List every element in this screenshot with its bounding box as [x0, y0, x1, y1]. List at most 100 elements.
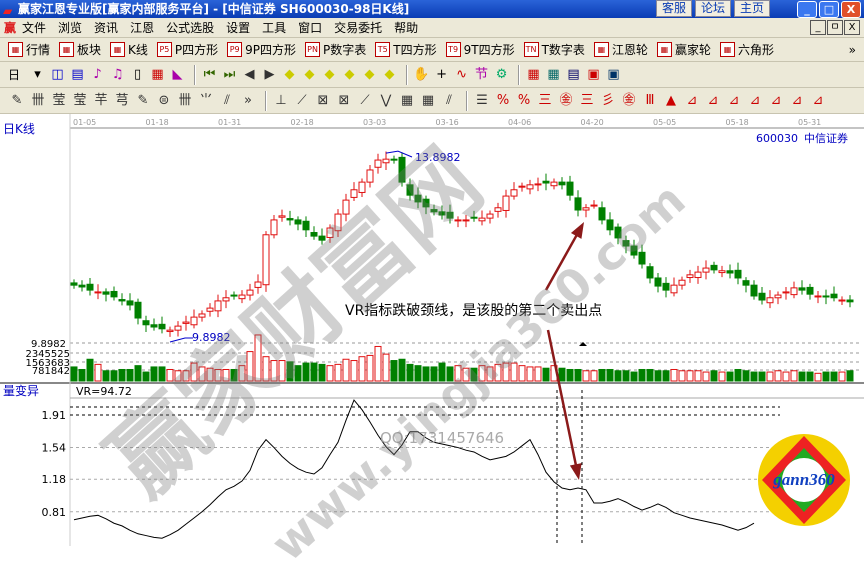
- tool-icon[interactable]: ◆: [284, 67, 295, 82]
- service-button[interactable]: 客服: [656, 0, 692, 17]
- tool-icon[interactable]: ◆: [384, 67, 395, 82]
- toolbar-item-8[interactable]: TN T数字表: [523, 41, 585, 58]
- draw-tool-icon[interactable]: ✎: [11, 93, 23, 108]
- tool-icon[interactable]: ♪: [93, 67, 102, 82]
- toolbar-item-7[interactable]: T9 9T四方形: [445, 41, 515, 58]
- draw-tool-icon[interactable]: ☰: [476, 93, 488, 108]
- tool-icon[interactable]: +: [436, 67, 447, 82]
- chart-area[interactable]: 日K线 01-05 01-18 01-31 02-18 03-03 03-16 04-06 04…: [0, 114, 864, 546]
- draw-tool-icon[interactable]: ⊿: [749, 93, 761, 108]
- toolbar-item-9[interactable]: ▦ 江恩轮: [593, 41, 648, 58]
- menu-gann[interactable]: 江恩: [130, 21, 155, 35]
- draw-tool-icon[interactable]: 卌: [31, 93, 45, 108]
- tool-icon[interactable]: ⏭: [223, 67, 236, 82]
- draw-tool-icon[interactable]: 芎: [115, 93, 129, 108]
- minimize-button[interactable]: _: [797, 1, 817, 18]
- draw-tool-icon[interactable]: ▦: [421, 93, 435, 108]
- toolbar-item-0[interactable]: ▦ 行情: [8, 41, 50, 58]
- tool-icon[interactable]: ▦: [151, 67, 164, 82]
- draw-tool-icon[interactable]: ⋁: [380, 93, 392, 108]
- period-select[interactable]: 日: [8, 68, 21, 82]
- mdi-minimize-button[interactable]: _: [810, 20, 826, 35]
- mdi-restore-button[interactable]: ㅁ: [827, 20, 843, 35]
- tool-icon[interactable]: ▣: [607, 67, 620, 82]
- tool-icon[interactable]: ◫: [51, 67, 64, 82]
- draw-tool-icon[interactable]: ㊎: [622, 93, 636, 108]
- tool-icon[interactable]: ▶: [264, 67, 275, 82]
- draw-tool-icon[interactable]: ⊜: [158, 93, 170, 108]
- draw-tool-icon[interactable]: ⊿: [728, 93, 740, 108]
- draw-tool-icon[interactable]: 彡: [601, 93, 615, 108]
- tool-icon[interactable]: ◣: [172, 67, 183, 82]
- draw-tool-icon[interactable]: ⫽: [446, 93, 452, 108]
- menu-settings[interactable]: 设置: [226, 21, 251, 35]
- menu-help[interactable]: 帮助: [394, 21, 419, 35]
- tool-icon[interactable]: ⏮: [203, 67, 216, 82]
- draw-tool-icon[interactable]: 卌: [178, 93, 192, 108]
- toolbar-item-5[interactable]: PN P数字表: [305, 41, 366, 58]
- tool-icon[interactable]: ◀: [244, 67, 255, 82]
- tool-icon[interactable]: ◆: [344, 67, 355, 82]
- mdi-close-button[interactable]: X: [844, 20, 860, 35]
- forum-button[interactable]: 论坛: [695, 0, 731, 17]
- draw-tool-icon[interactable]: ㊎: [559, 93, 573, 108]
- draw-tool-icon[interactable]: »: [244, 93, 252, 108]
- tool-icon[interactable]: ▤: [567, 67, 580, 82]
- draw-tool-icon[interactable]: ⊿: [791, 93, 803, 108]
- draw-tool-icon[interactable]: ⊥: [275, 93, 287, 108]
- toolbar-item-10[interactable]: ▦ 赢家轮: [656, 41, 711, 58]
- toolbar-item-6[interactable]: T5 T四方形: [375, 41, 437, 58]
- draw-tool-icon[interactable]: ⟋: [360, 93, 370, 108]
- tool-icon[interactable]: ▯: [133, 67, 142, 82]
- toolbar-item-2[interactable]: ▦ K线: [110, 41, 148, 58]
- draw-tool-icon[interactable]: ▲: [666, 93, 676, 108]
- draw-tool-icon[interactable]: %: [517, 93, 531, 108]
- menu-file[interactable]: 文件: [22, 21, 47, 35]
- menu-formula[interactable]: 公式选股: [166, 21, 215, 35]
- close-button[interactable]: X: [841, 1, 861, 18]
- tool-icon[interactable]: ⚙: [495, 67, 508, 82]
- toolbar-item-11[interactable]: ▦ 六角形: [719, 41, 774, 58]
- tool-icon[interactable]: 节: [475, 67, 489, 82]
- draw-tool-icon[interactable]: ⊿: [812, 93, 824, 108]
- draw-tool-icon[interactable]: ⟋: [297, 93, 307, 108]
- tool-icon[interactable]: ◆: [324, 67, 335, 82]
- menu-window[interactable]: 窗口: [298, 21, 323, 35]
- tool-icon[interactable]: ▤: [71, 67, 84, 82]
- tool-icon[interactable]: ▣: [587, 67, 600, 82]
- draw-tool-icon[interactable]: ✎: [137, 93, 149, 108]
- draw-tool-icon[interactable]: ⊠: [338, 93, 350, 108]
- draw-tool-icon[interactable]: ⊿: [686, 93, 698, 108]
- maximize-button[interactable]: □: [819, 1, 839, 18]
- tool-icon[interactable]: ♫: [111, 67, 124, 82]
- draw-tool-icon[interactable]: ⊿: [770, 93, 782, 108]
- draw-tool-icon[interactable]: ⺌: [199, 93, 213, 108]
- menu-tools[interactable]: 工具: [262, 21, 287, 35]
- draw-tool-icon[interactable]: Ⅲ: [645, 93, 655, 108]
- draw-tool-icon[interactable]: %: [496, 93, 510, 108]
- dropdown-icon[interactable]: ▾: [34, 67, 41, 82]
- draw-tool-icon[interactable]: ⫽: [224, 93, 230, 108]
- more-icon[interactable]: »: [848, 42, 856, 57]
- tool-icon[interactable]: ✋: [413, 67, 430, 82]
- home-button[interactable]: 主页: [734, 0, 770, 17]
- draw-tool-icon[interactable]: ▦: [400, 93, 414, 108]
- toolbar-item-4[interactable]: P9 9P四方形: [227, 41, 296, 58]
- draw-tool-icon[interactable]: 三: [538, 93, 552, 108]
- draw-tool-icon[interactable]: 莹: [52, 93, 66, 108]
- tool-icon[interactable]: ▦: [527, 67, 540, 82]
- toolbar-item-1[interactable]: ▦ 板块: [59, 41, 101, 58]
- draw-tool-icon[interactable]: 芉: [94, 93, 108, 108]
- tool-icon[interactable]: ◆: [364, 67, 375, 82]
- menu-browse[interactable]: 浏览: [58, 21, 83, 35]
- menu-trade[interactable]: 交易委托: [334, 21, 383, 35]
- draw-tool-icon[interactable]: ⊠: [317, 93, 329, 108]
- draw-tool-icon[interactable]: 三: [580, 93, 594, 108]
- toolbar-item-3[interactable]: P5 P四方形: [156, 41, 218, 58]
- draw-tool-icon[interactable]: 莹: [73, 93, 87, 108]
- tool-icon[interactable]: ◆: [304, 67, 315, 82]
- draw-tool-icon[interactable]: ⊿: [707, 93, 719, 108]
- tool-icon[interactable]: ▦: [547, 67, 560, 82]
- tool-icon[interactable]: ∿: [456, 67, 467, 82]
- menu-info[interactable]: 资讯: [94, 21, 119, 35]
